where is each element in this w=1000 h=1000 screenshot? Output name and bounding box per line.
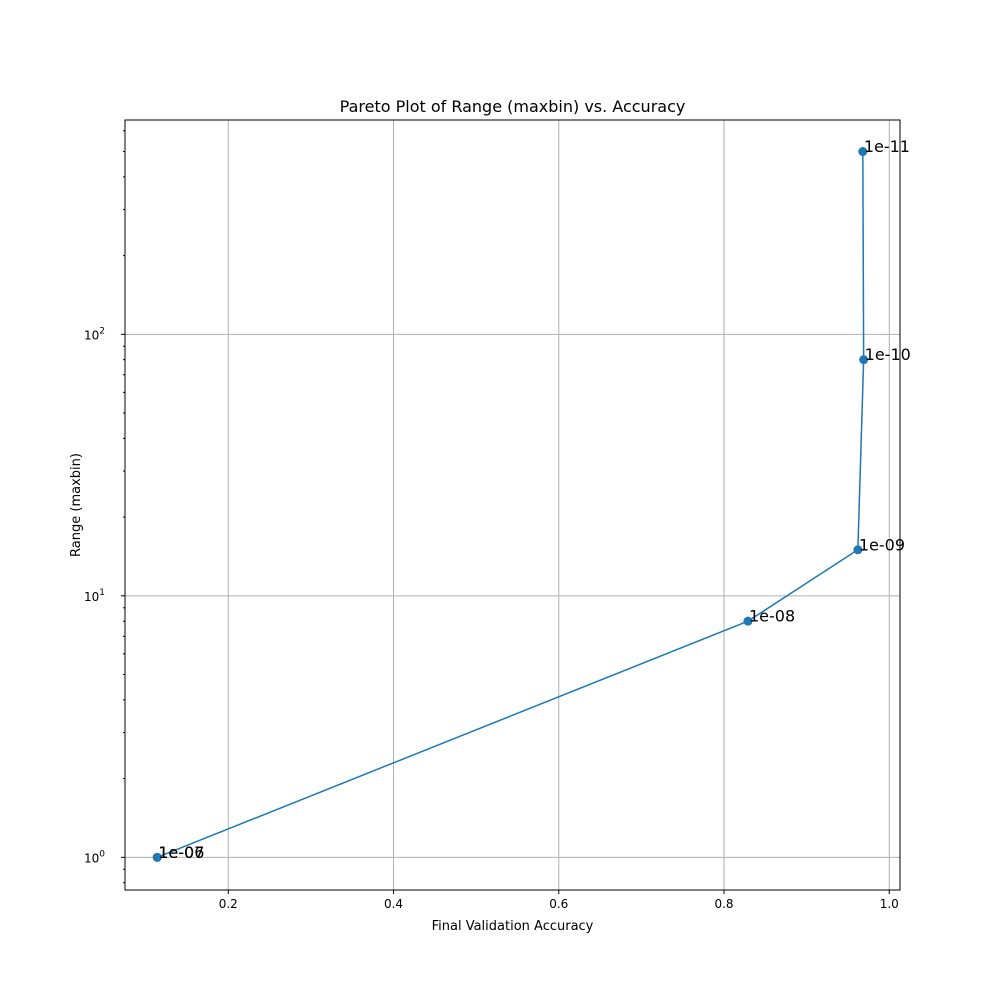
x-tick-label: 0.2 xyxy=(219,897,238,911)
data-point xyxy=(743,616,753,626)
x-tick-label: 1.0 xyxy=(880,897,899,911)
ticks: 0.2 0.4 0.6 0.8 1.0 100 101 102 xyxy=(84,130,899,911)
y-tick-label: 102 xyxy=(84,326,105,342)
point-label: 1e-11 xyxy=(864,137,910,156)
y-axis-label: Range (maxbin) xyxy=(69,453,84,557)
series-line xyxy=(156,151,865,859)
data-point xyxy=(152,852,162,862)
point-label: 1e-08 xyxy=(749,607,795,626)
y-tick-label: 101 xyxy=(84,588,105,604)
x-tick-label: 0.4 xyxy=(384,897,403,911)
point-label: 1e-06 xyxy=(158,843,204,862)
data-point xyxy=(853,545,863,555)
x-tick-label: 0.8 xyxy=(714,897,733,911)
series-layer xyxy=(152,147,869,862)
data-point xyxy=(859,355,869,365)
chart-title: Pareto Plot of Range (maxbin) vs. Accura… xyxy=(340,97,686,116)
point-label: 1e-07 xyxy=(158,843,204,862)
point-label: 1e-10 xyxy=(865,345,911,364)
y-tick-label: 100 xyxy=(84,849,105,865)
x-axis-label: Final Validation Accuracy xyxy=(432,919,594,934)
data-point xyxy=(858,147,868,157)
plot-frame xyxy=(124,119,901,891)
point-label: 1e-09 xyxy=(859,535,905,554)
x-tick-label: 0.6 xyxy=(549,897,568,911)
grid xyxy=(125,120,900,890)
